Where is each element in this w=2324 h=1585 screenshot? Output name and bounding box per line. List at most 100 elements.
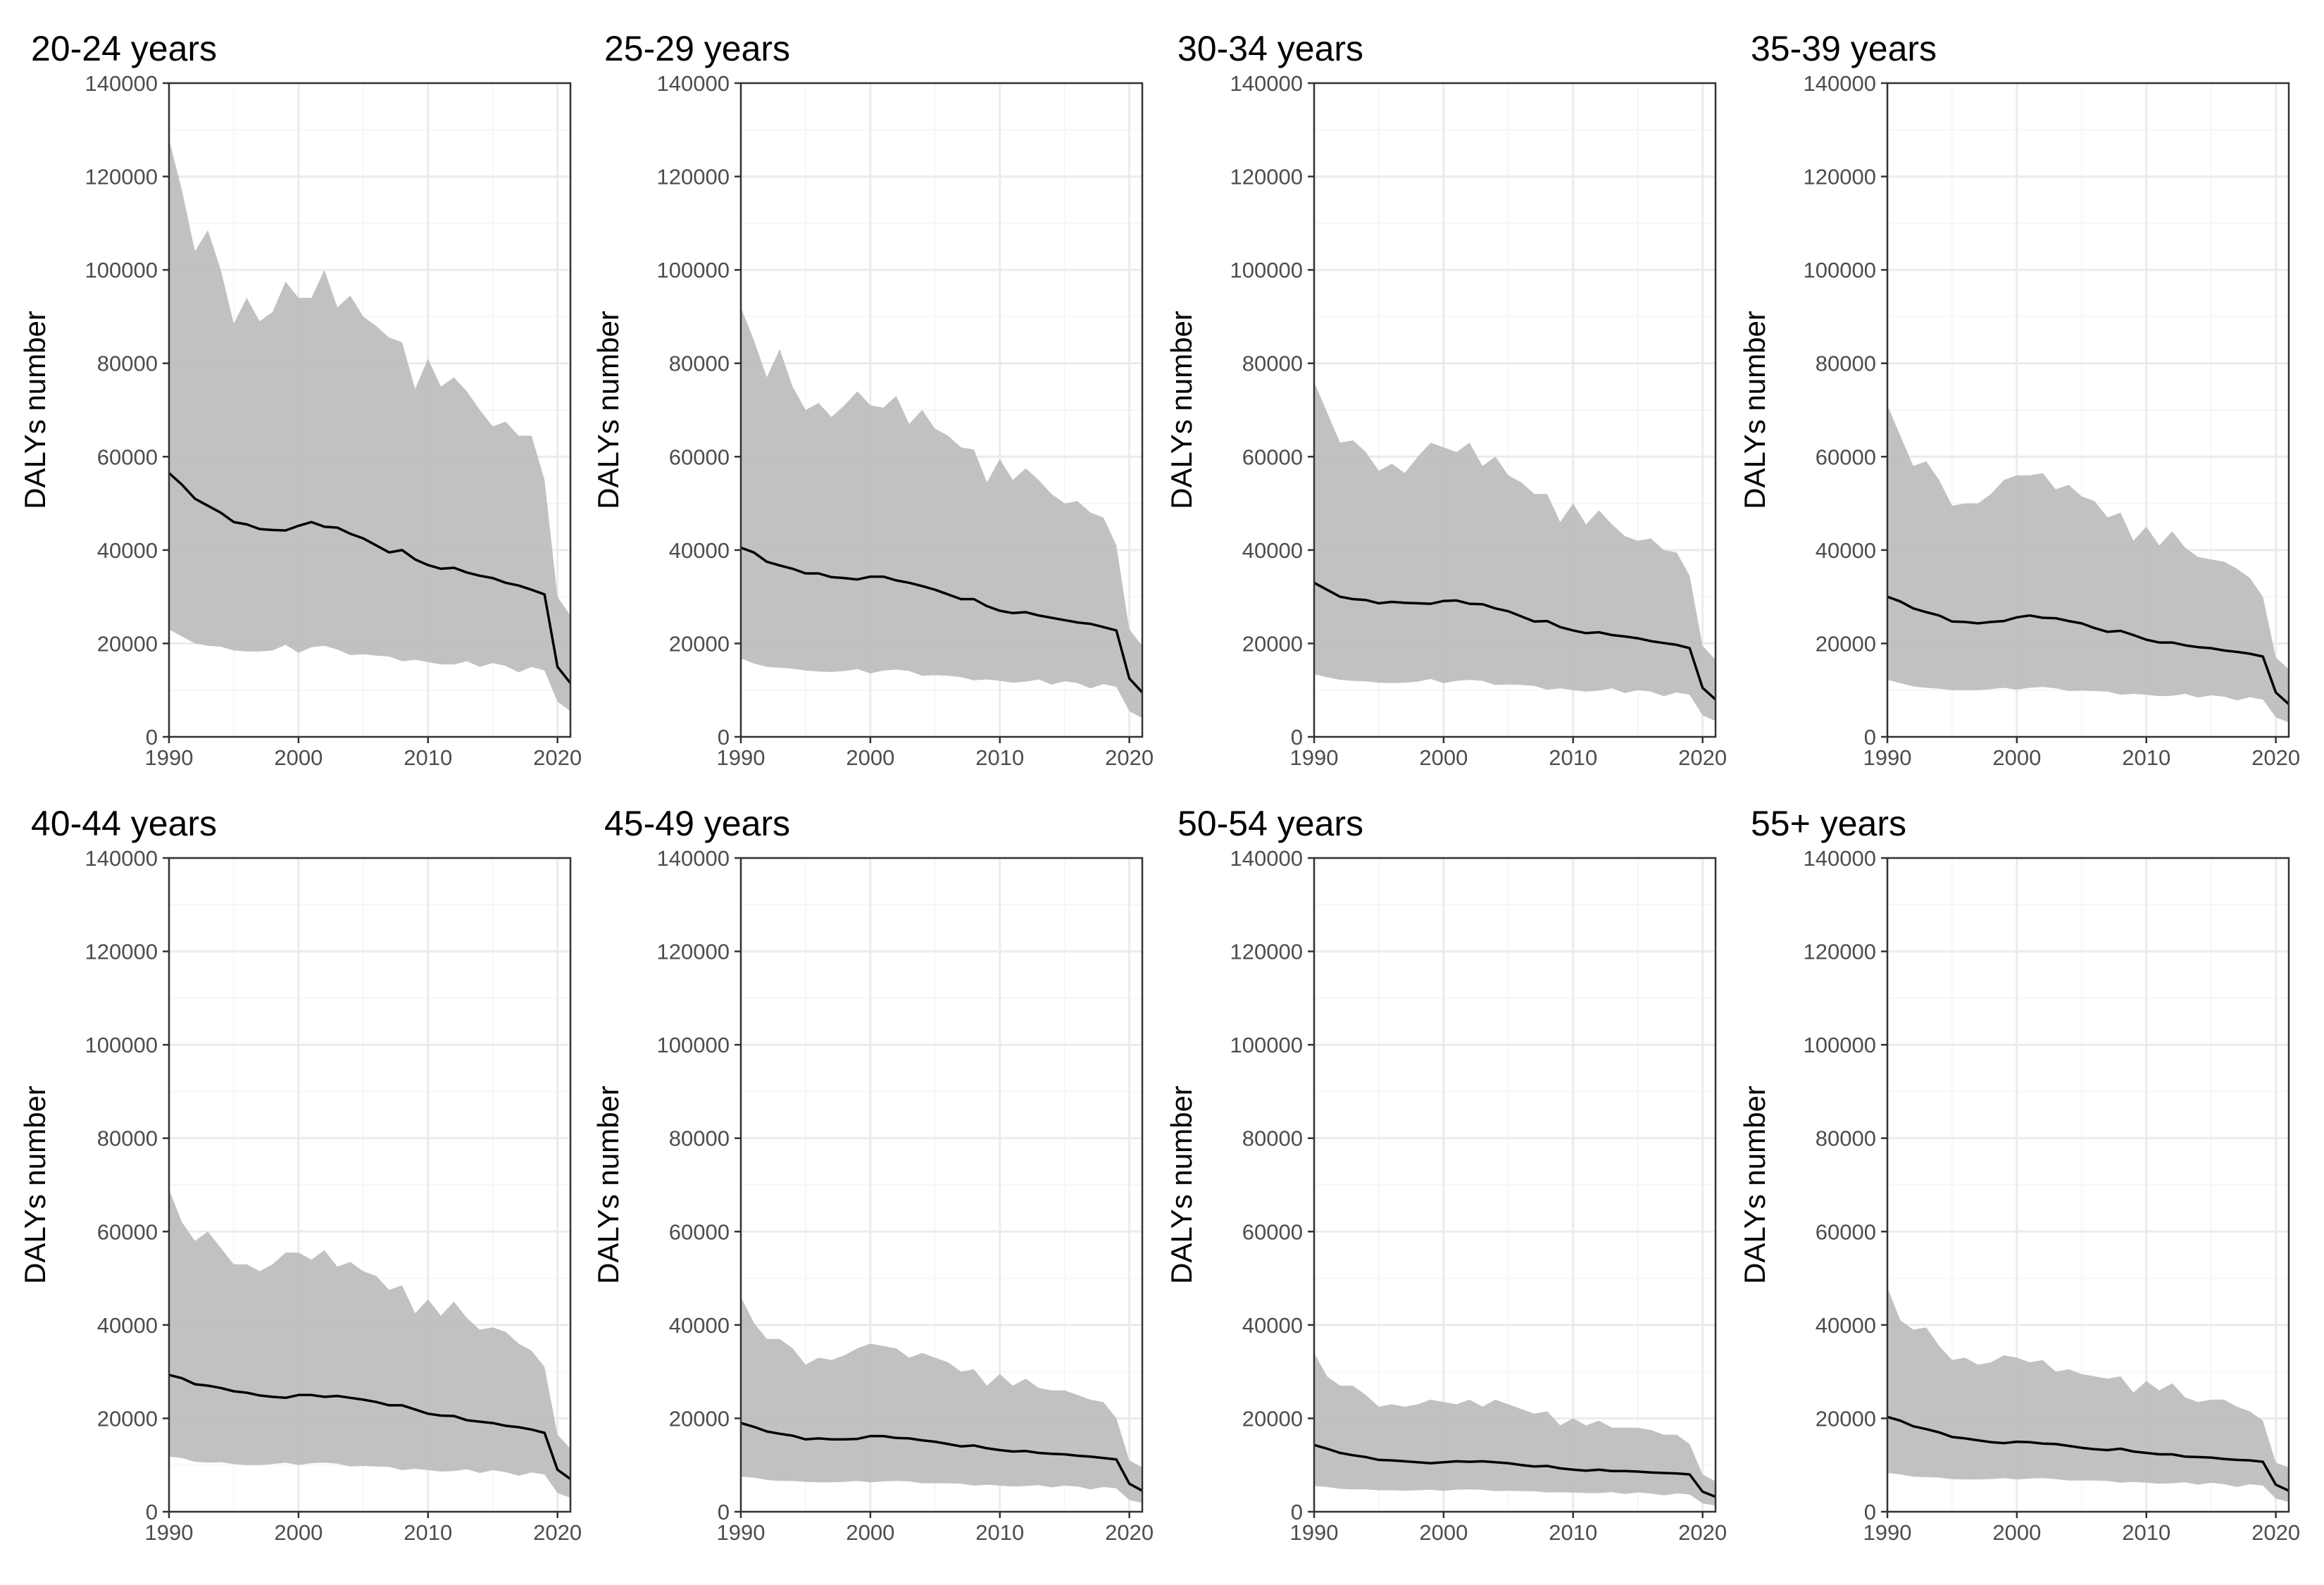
- uncertainty-band: [1887, 405, 2289, 723]
- y-tick-label: 60000: [1816, 445, 1876, 469]
- y-tick-label: 60000: [669, 1219, 730, 1244]
- y-tick-label: 60000: [1816, 1219, 1876, 1244]
- y-axis-label: DALYs number: [1738, 1086, 1771, 1284]
- y-tick-label: 60000: [1242, 445, 1303, 469]
- y-tick-label: 120000: [1804, 165, 1876, 189]
- y-tick-label: 140000: [85, 71, 158, 96]
- x-tick-label: 2020: [533, 745, 582, 770]
- y-tick-label: 0: [1291, 725, 1303, 750]
- y-tick-label: 80000: [669, 1126, 730, 1151]
- panel-40-44-years: 0 20000 40000 60000 80000 100000 120000 140000 1…: [18, 804, 582, 1545]
- y-tick-label: 120000: [657, 165, 730, 189]
- x-tick-label: 1990: [1290, 1520, 1339, 1545]
- y-axis-label: DALYs number: [592, 311, 625, 509]
- y-tick-label: 0: [1864, 1500, 1876, 1524]
- y-tick-label: 140000: [1230, 71, 1303, 96]
- y-tick-label: 0: [146, 1500, 158, 1524]
- x-tick-label: 2010: [975, 745, 1024, 770]
- y-tick-label: 120000: [1230, 940, 1303, 964]
- series-line: [1887, 1415, 2289, 1492]
- uncertainty-band: [1314, 1353, 1716, 1506]
- panel-border: [1886, 857, 2290, 1513]
- y-tick-label: 140000: [1804, 846, 1876, 871]
- y-axis-label: DALYs number: [18, 311, 51, 509]
- panel-title: 35-39 years: [1751, 29, 1937, 68]
- x-tick-label: 2000: [1992, 1520, 2041, 1545]
- panel-border: [1313, 82, 1717, 738]
- y-tick-label: 140000: [1804, 71, 1876, 96]
- panel-title: 20-24 years: [31, 29, 217, 68]
- y-tick-label: 40000: [97, 1313, 158, 1338]
- panel-25-29-years: 0 20000 40000 60000 80000 100000 120000 140000 1…: [592, 29, 1154, 770]
- panel-30-34-years: 0 20000 40000 60000 80000 100000 120000 140000 1…: [1165, 29, 1727, 770]
- y-tick-label: 20000: [1816, 1406, 1876, 1431]
- series-line: [740, 546, 1144, 694]
- x-tick-label: 2000: [274, 1520, 323, 1545]
- y-tick-label: 60000: [1242, 1219, 1303, 1244]
- x-tick-label: 2000: [846, 745, 894, 770]
- panel-title: 50-54 years: [1177, 804, 1363, 843]
- y-tick-label: 100000: [1230, 258, 1303, 282]
- y-tick-label: 120000: [1230, 165, 1303, 189]
- y-tick-label: 80000: [1242, 352, 1303, 376]
- y-tick-label: 40000: [669, 538, 730, 563]
- y-tick-label: 140000: [657, 71, 730, 96]
- y-tick-label: 20000: [669, 631, 730, 656]
- y-tick-label: 20000: [1242, 1406, 1303, 1431]
- x-tick-label: 2000: [1419, 1520, 1468, 1545]
- y-tick-label: 80000: [669, 352, 730, 376]
- y-tick-label: 140000: [657, 846, 730, 871]
- y-tick-label: 100000: [1804, 1033, 1876, 1057]
- y-tick-label: 20000: [97, 1406, 158, 1431]
- x-tick-label: 2000: [1419, 745, 1468, 770]
- panel-border: [168, 857, 572, 1513]
- y-tick-label: 40000: [669, 1313, 730, 1338]
- series-line: [1313, 581, 1717, 701]
- x-tick-label: 2010: [975, 1520, 1024, 1545]
- x-tick-label: 1990: [717, 745, 766, 770]
- y-tick-label: 100000: [1804, 258, 1876, 282]
- y-tick-label: 100000: [85, 258, 158, 282]
- y-tick-label: 100000: [657, 1033, 730, 1057]
- y-axis-label: DALYs number: [1165, 311, 1198, 509]
- panel-title: 40-44 years: [31, 804, 217, 843]
- y-tick-label: 40000: [1816, 1313, 1876, 1338]
- y-tick-label: 120000: [85, 940, 158, 964]
- panel-20-24-years: 0 20000 40000 60000 80000 100000 120000 140000 1…: [18, 29, 582, 770]
- x-tick-label: 1990: [1863, 745, 1912, 770]
- x-tick-label: 1990: [717, 1520, 766, 1545]
- panel-title: 45-49 years: [604, 804, 790, 843]
- x-tick-label: 2020: [1105, 1520, 1154, 1545]
- x-tick-label: 2010: [2122, 745, 2170, 770]
- y-axis-label: DALYs number: [1165, 1086, 1198, 1284]
- series-line: [1887, 595, 2290, 705]
- x-tick-label: 2020: [533, 1520, 582, 1545]
- x-tick-label: 2020: [2251, 745, 2300, 770]
- x-tick-label: 2010: [1549, 1520, 1597, 1545]
- uncertainty-band: [1887, 1287, 2289, 1503]
- uncertainty-band: [741, 1297, 1142, 1503]
- panel-55plus-years: 0 20000 40000 60000 80000 100000 120000 140000 1…: [1738, 804, 2300, 1545]
- panel-45-49-years: 0 20000 40000 60000 80000 100000 120000 140000 1…: [592, 804, 1154, 1545]
- x-tick-label: 2010: [404, 745, 452, 770]
- x-tick-label: 1990: [145, 1520, 194, 1545]
- x-tick-label: 2020: [1678, 745, 1727, 770]
- panel-50-54-years: 0 20000 40000 60000 80000 100000 120000 140000 1…: [1165, 804, 1727, 1545]
- y-tick-label: 80000: [1816, 1126, 1876, 1151]
- y-tick-label: 100000: [1230, 1033, 1303, 1057]
- y-tick-label: 120000: [1804, 940, 1876, 964]
- panel-border: [739, 82, 1144, 738]
- series-line: [168, 472, 572, 684]
- x-tick-label: 2020: [1105, 745, 1154, 770]
- y-tick-label: 60000: [97, 1219, 158, 1244]
- x-tick-label: 1990: [1290, 745, 1339, 770]
- y-tick-label: 60000: [669, 445, 730, 469]
- series-line: [1313, 1443, 1716, 1498]
- y-tick-label: 20000: [97, 631, 158, 656]
- y-tick-label: 40000: [97, 538, 158, 563]
- y-tick-label: 40000: [1816, 538, 1876, 563]
- panel-border: [1886, 82, 2290, 738]
- y-tick-label: 140000: [1230, 846, 1303, 871]
- y-tick-label: 20000: [669, 1406, 730, 1431]
